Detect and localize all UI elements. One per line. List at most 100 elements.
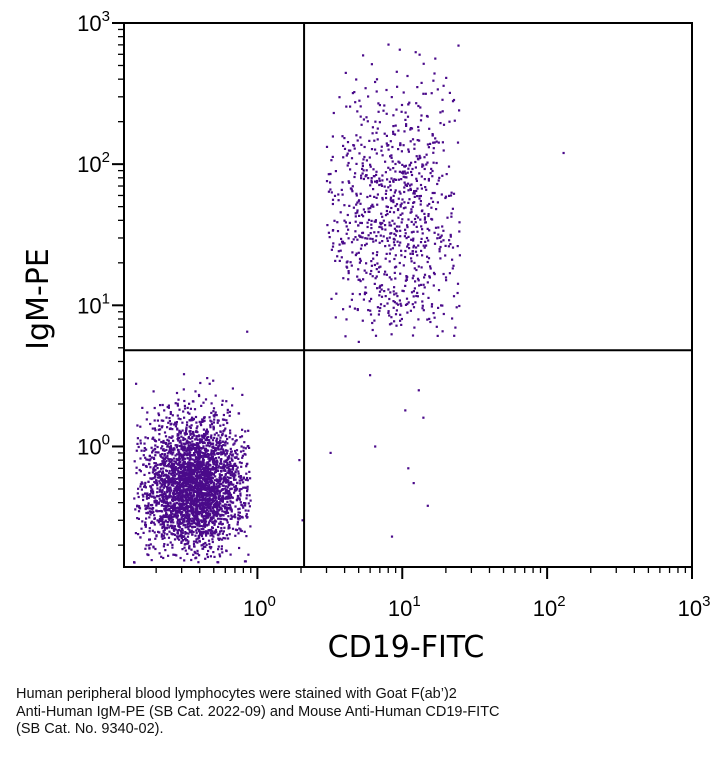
data-point [177, 469, 180, 472]
data-point [216, 466, 219, 469]
data-point [423, 156, 426, 159]
data-point [180, 533, 183, 537]
data-point [192, 499, 195, 502]
data-point [442, 229, 445, 232]
data-point [150, 486, 153, 489]
data-point [223, 487, 226, 490]
data-point [163, 543, 166, 546]
data-point [172, 492, 175, 495]
data-point [234, 452, 237, 455]
data-point [208, 439, 211, 442]
data-point [203, 525, 206, 528]
data-point [169, 444, 172, 448]
data-point [211, 506, 214, 509]
data-point [135, 466, 138, 469]
data-point [223, 418, 226, 421]
data-point [152, 495, 155, 498]
data-point [198, 554, 201, 557]
data-point [193, 465, 196, 468]
data-point [191, 480, 194, 483]
data-point [408, 247, 411, 250]
data-point [209, 441, 212, 444]
data-point [231, 468, 235, 471]
data-point [354, 172, 357, 175]
data-point [189, 448, 192, 451]
data-point [145, 448, 148, 451]
data-point [193, 525, 196, 528]
data-point [169, 479, 172, 482]
data-point [177, 398, 180, 401]
data-point [227, 484, 230, 487]
data-point [143, 447, 146, 450]
data-point [205, 486, 208, 489]
data-point [203, 437, 206, 440]
data-point [218, 483, 221, 486]
data-point [331, 198, 335, 201]
data-point [161, 522, 165, 525]
data-point [168, 447, 171, 450]
data-point [438, 250, 441, 253]
data-point [142, 498, 145, 502]
data-point [150, 521, 153, 524]
data-point [390, 200, 393, 203]
data-point [227, 456, 230, 459]
data-point [344, 221, 347, 224]
data-point [358, 99, 361, 102]
data-point [175, 481, 178, 484]
data-point [163, 441, 166, 444]
data-point [381, 196, 384, 200]
data-point [374, 445, 377, 448]
data-point [399, 144, 402, 147]
y-tick-label: 101 [77, 290, 110, 318]
data-point [156, 484, 159, 487]
data-point [247, 429, 250, 432]
data-point [167, 442, 171, 445]
data-point [349, 261, 352, 264]
data-point [149, 511, 153, 514]
data-point [153, 419, 156, 422]
data-point [347, 161, 350, 165]
data-point [210, 454, 213, 457]
data-point [371, 252, 375, 255]
data-point [206, 481, 209, 484]
data-point [405, 176, 408, 179]
data-point [194, 552, 197, 555]
data-point [419, 156, 422, 159]
data-point [212, 495, 215, 498]
data-point [175, 502, 178, 505]
data-point [151, 427, 154, 430]
data-point [343, 147, 347, 150]
data-point [187, 520, 190, 523]
data-point [194, 469, 197, 472]
data-point [442, 272, 445, 276]
data-point [414, 280, 417, 283]
data-point [378, 241, 381, 244]
data-point [175, 535, 178, 538]
data-point [203, 479, 206, 482]
data-point [388, 210, 392, 213]
data-point [425, 163, 428, 166]
data-point [202, 501, 205, 505]
data-point [149, 493, 152, 496]
data-point [141, 406, 144, 409]
data-point [171, 428, 174, 431]
data-point [439, 245, 442, 249]
data-point [145, 458, 148, 461]
data-point [168, 449, 171, 452]
data-point [211, 452, 214, 455]
data-point [379, 306, 382, 310]
data-point [411, 205, 414, 208]
data-point [173, 482, 176, 485]
data-point [220, 513, 223, 516]
data-point [384, 224, 387, 227]
data-point [341, 181, 344, 184]
data-point [428, 202, 431, 206]
data-point [133, 561, 136, 564]
data-point [416, 230, 419, 233]
data-point [150, 559, 153, 562]
data-point [215, 489, 218, 492]
data-point [189, 476, 192, 479]
data-point [228, 495, 231, 498]
data-point [354, 236, 357, 239]
data-point [147, 553, 150, 557]
